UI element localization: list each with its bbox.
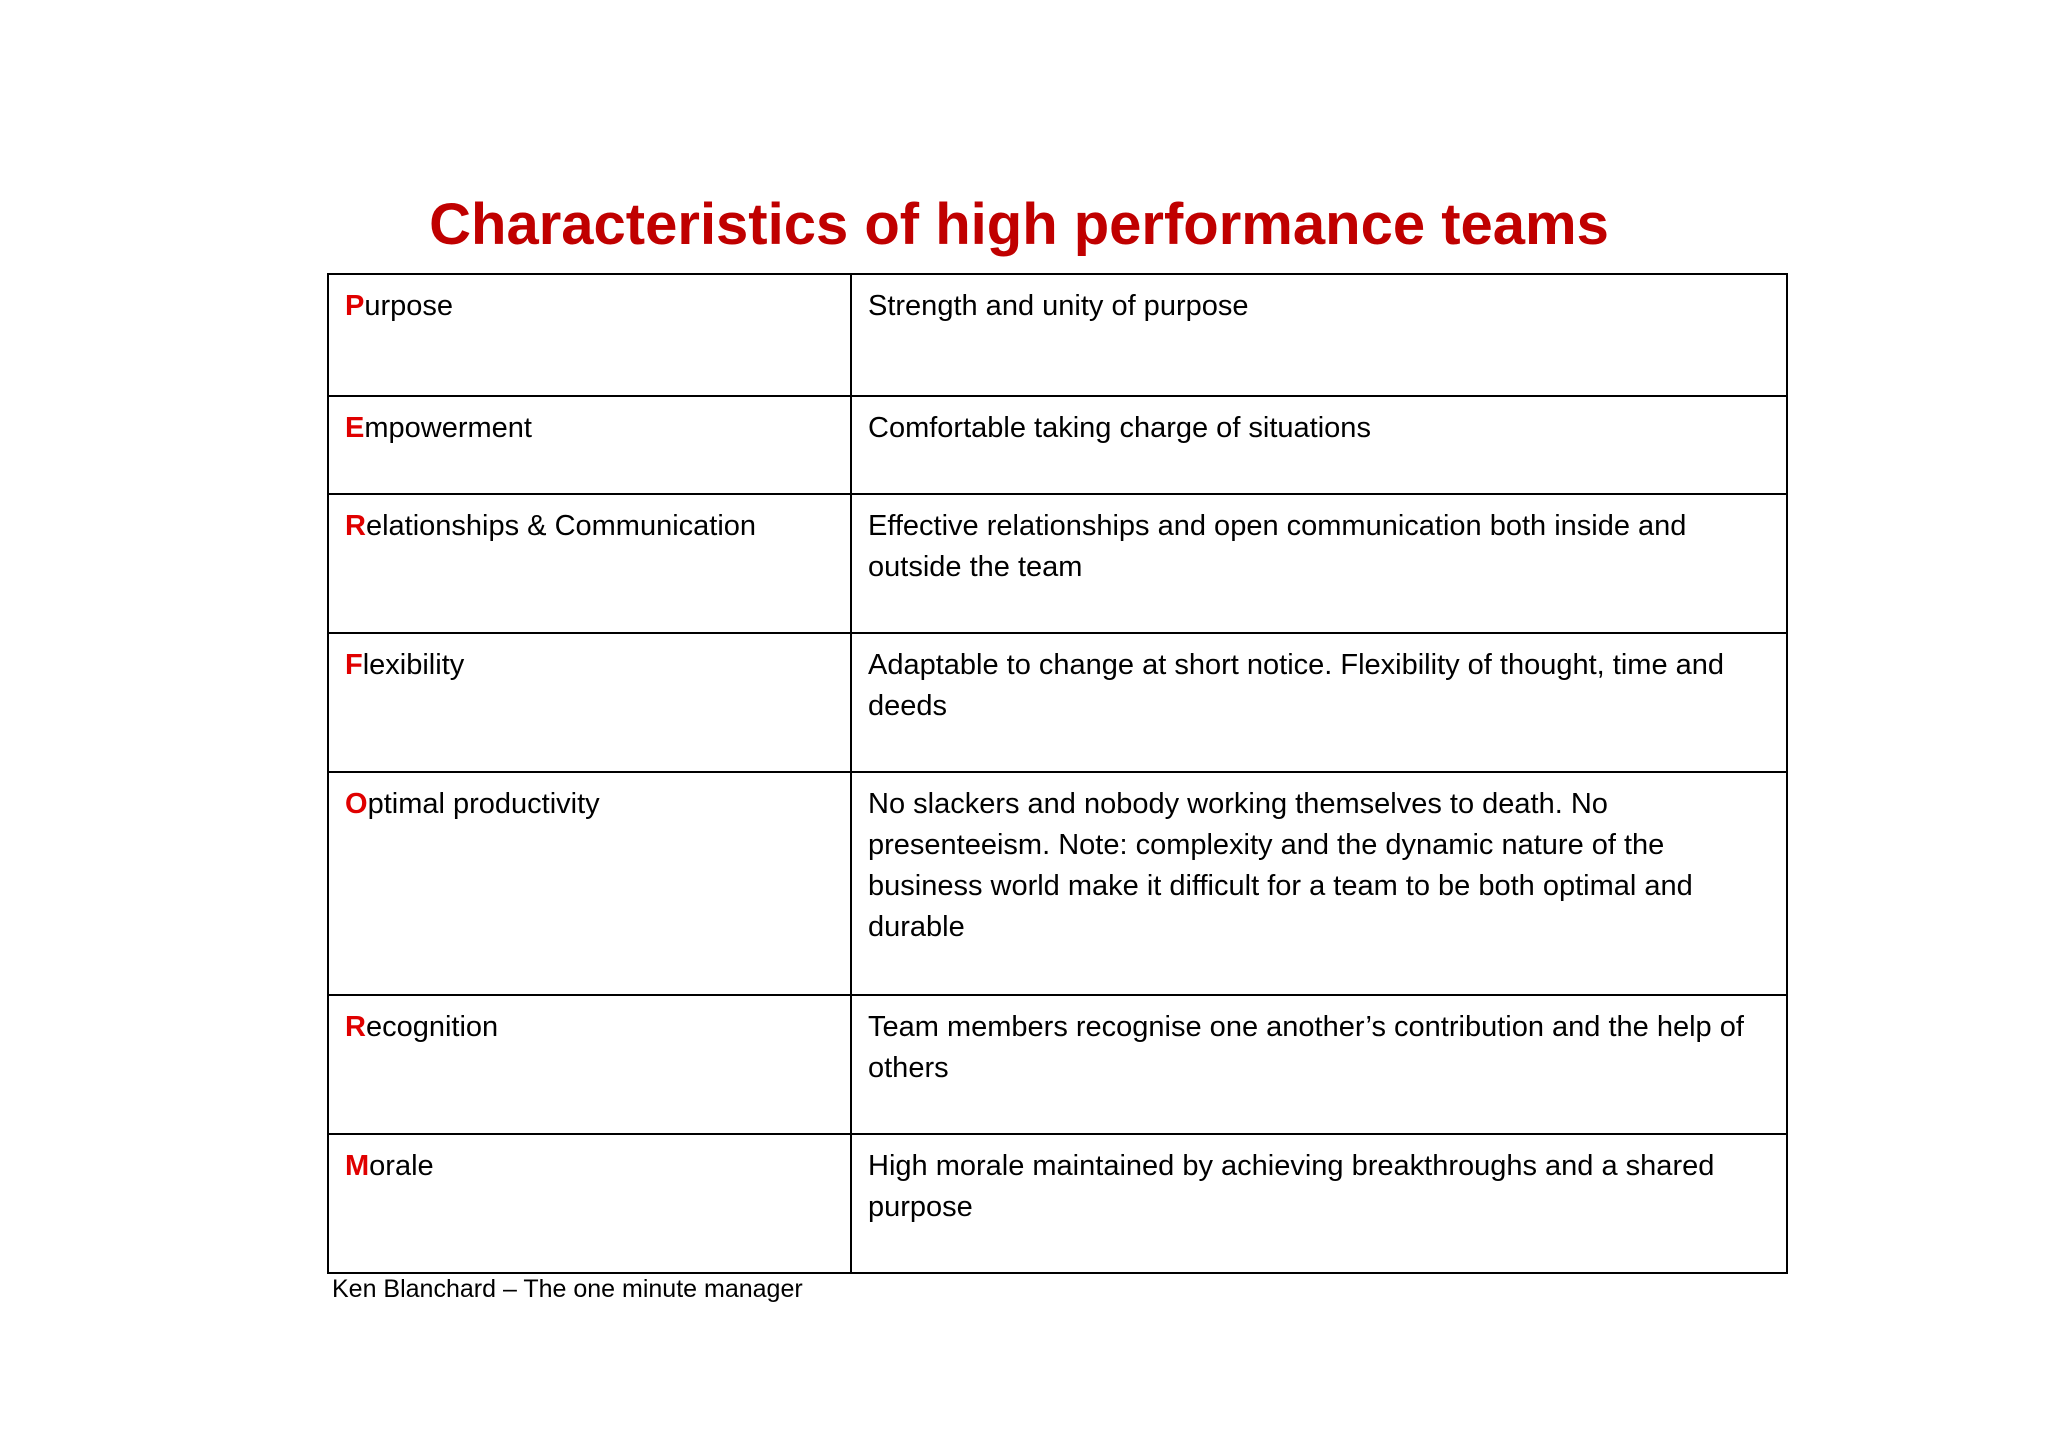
description-cell: Adaptable to change at short notice. Fle…	[850, 632, 1788, 773]
table-row: Flexibility Adaptable to change at short…	[327, 632, 1788, 773]
term-rest: urpose	[364, 290, 454, 322]
description-cell: Strength and unity of purpose	[850, 273, 1788, 397]
term-initial: O	[345, 788, 368, 820]
term-cell: Empowerment	[327, 395, 852, 495]
term-cell: Relationships & Communication	[327, 493, 852, 634]
slide-title: Characteristics of high performance team…	[429, 192, 1609, 257]
perform-table: Purpose Strength and unity of purpose Em…	[327, 273, 1788, 1274]
term-cell: Optimal productivity	[327, 771, 852, 996]
description-cell: Comfortable taking charge of situations	[850, 395, 1788, 495]
term-cell: Morale	[327, 1133, 852, 1274]
term-cell: Recognition	[327, 994, 852, 1135]
term-rest: orale	[369, 1150, 434, 1182]
description-cell: Team members recognise one another’s con…	[850, 994, 1788, 1135]
term-rest: elationships & Communication	[365, 510, 757, 542]
term-rest: ptimal productivity	[367, 788, 600, 820]
table-row: Recognition Team members recognise one a…	[327, 994, 1788, 1135]
description-cell: No slackers and nobody working themselve…	[850, 771, 1788, 996]
term-rest: mpowerment	[364, 412, 532, 444]
source-citation: Ken Blanchard – The one minute manager	[332, 1275, 803, 1303]
term-cell: Flexibility	[327, 632, 852, 773]
table-row: Empowerment Comfortable taking charge of…	[327, 395, 1788, 495]
table-row: Morale High morale maintained by achievi…	[327, 1133, 1788, 1274]
term-initial: P	[345, 290, 365, 322]
term-cell: Purpose	[327, 273, 852, 397]
term-rest: ecognition	[365, 1011, 499, 1043]
table-row: Optimal productivity No slackers and nob…	[327, 771, 1788, 996]
term-initial: E	[345, 412, 365, 444]
description-cell: Effective relationships and open communi…	[850, 493, 1788, 634]
table-row: Relationships & Communication Effective …	[327, 493, 1788, 634]
table-row: Purpose Strength and unity of purpose	[327, 273, 1788, 397]
term-initial: F	[345, 649, 363, 681]
term-initial: R	[345, 1011, 366, 1043]
term-rest: lexibility	[362, 649, 465, 681]
description-cell: High morale maintained by achieving brea…	[850, 1133, 1788, 1274]
term-initial: M	[345, 1150, 370, 1182]
term-initial: R	[345, 510, 366, 542]
